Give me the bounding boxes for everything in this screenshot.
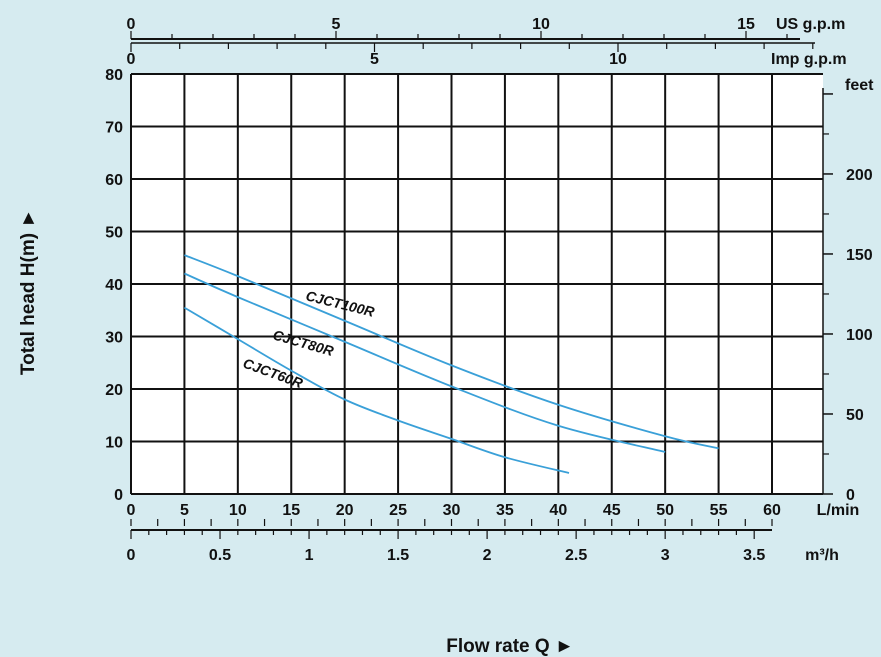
feet-unit: feet bbox=[845, 77, 874, 94]
us-gpm-label-15: 15 bbox=[737, 16, 755, 33]
x-tick-label-lmin-5: 5 bbox=[180, 502, 189, 519]
x-tick-label-m3h-5: 2.5 bbox=[565, 547, 587, 564]
x-unit-lmin: L/min bbox=[817, 502, 860, 519]
series-curve-CJCT60R bbox=[183, 306, 570, 474]
x-tick-label-lmin-25: 25 bbox=[389, 502, 407, 519]
x-tick-label-lmin-15: 15 bbox=[282, 502, 300, 519]
x-tick-label-lmin-40: 40 bbox=[549, 502, 567, 519]
x-tick-label-lmin-20: 20 bbox=[336, 502, 354, 519]
y-tick-label-40: 40 bbox=[105, 277, 123, 294]
us-gpm-label-5: 5 bbox=[332, 16, 341, 33]
y-tick-label-0: 0 bbox=[114, 487, 123, 504]
y-tick-label-20: 20 bbox=[105, 382, 123, 399]
x-unit-m3h: m³/h bbox=[805, 547, 839, 564]
x-axis-label: Flow rate Q ► bbox=[446, 636, 574, 657]
y-tick-label-70: 70 bbox=[105, 120, 123, 137]
x-tick-label-m3h-2: 1 bbox=[305, 547, 314, 564]
x-tick-label-lmin-45: 45 bbox=[603, 502, 621, 519]
x-tick-label-lmin-60: 60 bbox=[763, 502, 781, 519]
x-tick-label-m3h-7: 3.5 bbox=[743, 547, 765, 564]
y-tick-label-80: 80 bbox=[105, 67, 123, 84]
imp-gpm-label-10: 10 bbox=[609, 51, 627, 68]
x-tick-label-lmin-35: 35 bbox=[496, 502, 514, 519]
imp-gpm-label-5: 5 bbox=[370, 51, 379, 68]
x-tick-label-m3h-1: 0.5 bbox=[209, 547, 231, 564]
us-gpm-unit: US g.p.m bbox=[776, 16, 845, 33]
x-tick-label-lmin-55: 55 bbox=[710, 502, 728, 519]
imp-gpm-label-0: 0 bbox=[127, 51, 136, 68]
x-tick-label-m3h-0: 0 bbox=[127, 547, 136, 564]
imp-gpm-unit: Imp g.p.m bbox=[771, 51, 847, 68]
y-tick-label-10: 10 bbox=[105, 435, 123, 452]
x-tick-label-m3h-4: 2 bbox=[483, 547, 492, 564]
x-tick-label-lmin-0: 0 bbox=[127, 502, 136, 519]
y-axis-label: Total head H(m) ► bbox=[18, 209, 39, 375]
x-tick-label-lmin-50: 50 bbox=[656, 502, 674, 519]
feet-label-0: 0 bbox=[846, 487, 855, 504]
series-layer bbox=[183, 254, 719, 474]
x-tick-label-lmin-30: 30 bbox=[443, 502, 461, 519]
y-tick-label-30: 30 bbox=[105, 330, 123, 347]
axes bbox=[130, 74, 824, 495]
x-tick-label-m3h-6: 3 bbox=[661, 547, 670, 564]
series-curve-CJCT80R bbox=[184, 272, 666, 453]
y-tick-label-50: 50 bbox=[105, 225, 123, 242]
feet-label-150: 150 bbox=[846, 247, 873, 264]
series-curve-CJCT100R bbox=[184, 254, 719, 450]
x-tick-label-lmin-10: 10 bbox=[229, 502, 247, 519]
us-gpm-label-10: 10 bbox=[532, 16, 550, 33]
feet-label-100: 100 bbox=[846, 327, 873, 344]
feet-label-50: 50 bbox=[846, 407, 864, 424]
us-gpm-label-0: 0 bbox=[127, 16, 136, 33]
feet-label-200: 200 bbox=[846, 167, 873, 184]
y-tick-label-60: 60 bbox=[105, 172, 123, 189]
x-tick-label-m3h-3: 1.5 bbox=[387, 547, 409, 564]
grid bbox=[131, 73, 823, 494]
